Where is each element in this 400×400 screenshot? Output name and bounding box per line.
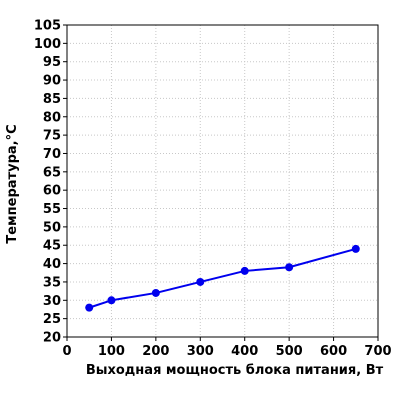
y-axis-label: Температура,°C [5,124,20,243]
y-tick-label: 55 [43,202,61,217]
y-tick-label: 65 [43,165,61,180]
x-tick-label: 100 [98,344,125,359]
data-point [285,263,294,272]
x-tick-label: 200 [142,344,169,359]
y-tick-label: 35 [43,275,61,290]
grid [66,24,379,338]
y-tick-label: 25 [43,312,61,327]
plot-area [66,24,379,338]
data-point [196,277,205,286]
data-point [107,296,116,305]
data-point [240,266,249,275]
y-tick-label: 50 [43,220,61,235]
y-tick-label: 85 [43,92,61,107]
x-tick-label: 700 [364,344,391,359]
data-point [151,288,160,297]
y-tick-label: 45 [43,239,61,254]
x-tick-label: 400 [231,344,258,359]
x-tick-label: 300 [187,344,214,359]
y-axis-ticks: 20 25 30 35 40 45 50 55 60 65 70 75 80 85 90 95 100 105 [34,19,67,346]
y-tick-label: 80 [43,110,61,125]
x-tick-label: 0 [62,344,71,359]
y-tick-label: 100 [34,37,61,52]
x-axis-label: Выходная мощность блока питания, Вт [86,363,384,378]
y-tick-label: 90 [43,74,61,89]
x-tick-label: 600 [320,344,347,359]
x-axis-ticks: 0 100 200 300 400 500 600 700 [62,337,392,359]
y-tick-label: 40 [43,257,61,272]
y-tick-label: 20 [43,331,61,346]
x-tick-label: 500 [276,344,303,359]
y-tick-label: 75 [43,129,61,144]
y-tick-label: 95 [43,55,61,70]
data-point [351,244,360,253]
y-tick-label: 105 [34,19,61,34]
y-tick-label: 70 [43,147,61,162]
y-tick-label: 30 [43,294,61,309]
series [85,244,360,312]
series-line [88,247,357,309]
data-point [85,303,94,312]
y-tick-label: 60 [43,184,61,199]
